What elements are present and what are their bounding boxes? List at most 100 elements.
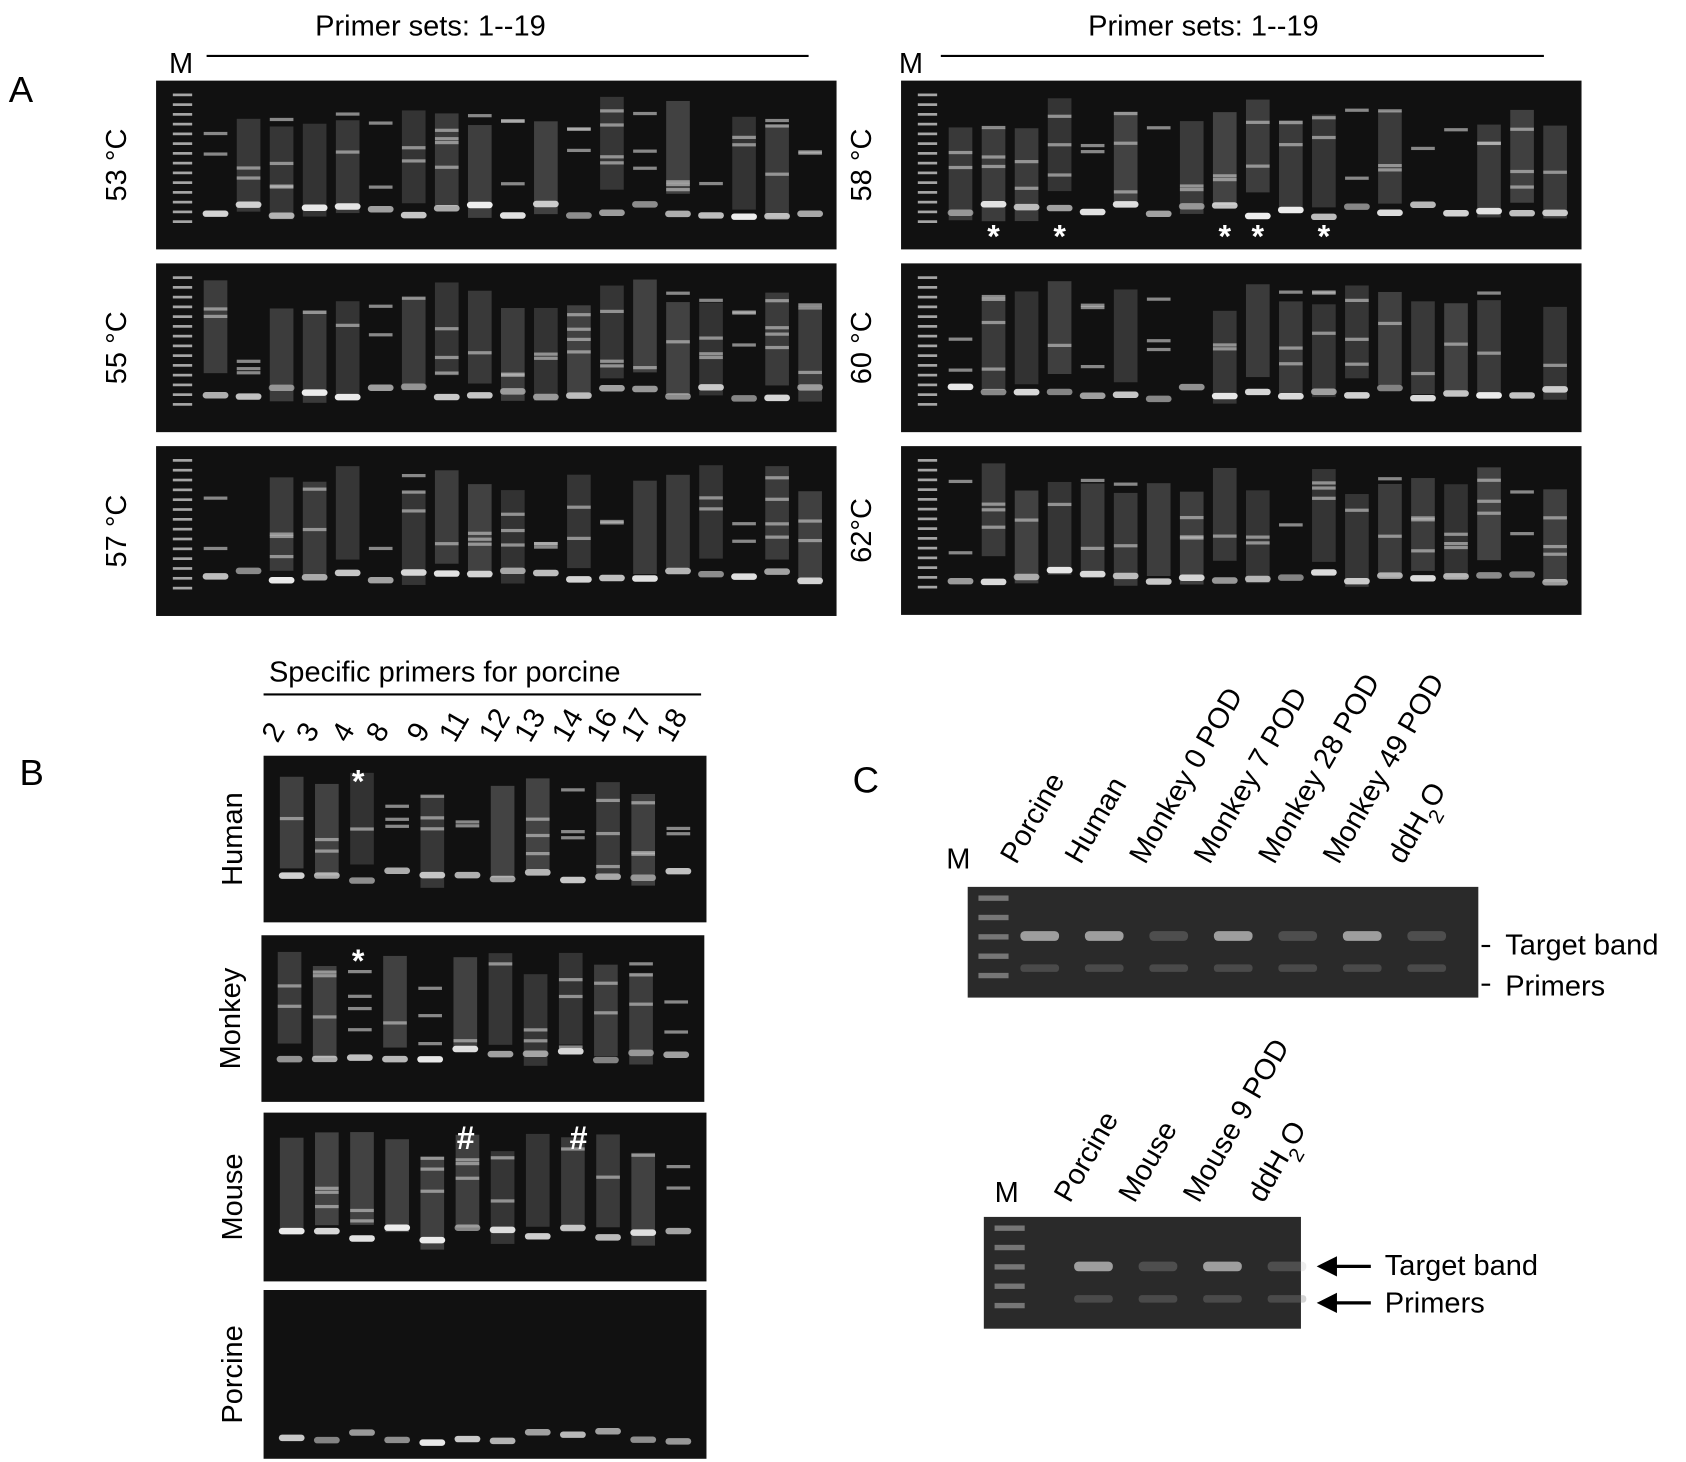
band — [400, 569, 427, 576]
ladder-band — [172, 286, 193, 289]
band — [1179, 515, 1204, 520]
band — [981, 155, 1006, 159]
band — [600, 359, 624, 363]
heading: Specific primers for porcine — [269, 657, 621, 689]
band — [666, 188, 690, 192]
ladder-band — [917, 537, 938, 540]
band — [948, 368, 973, 372]
band — [633, 366, 657, 370]
band — [1411, 549, 1435, 553]
ladder-band — [994, 1244, 1025, 1251]
band — [1014, 186, 1039, 190]
ladder-band — [917, 276, 938, 279]
band — [385, 804, 409, 808]
band — [382, 1055, 408, 1063]
ladder-band — [172, 508, 193, 511]
band — [1444, 532, 1468, 536]
band — [1542, 386, 1568, 393]
band — [1410, 575, 1436, 582]
heading: Primer sets: 1--19 — [1088, 10, 1319, 42]
band — [315, 1190, 339, 1194]
band — [1084, 931, 1124, 941]
band — [665, 867, 692, 875]
smear — [350, 1132, 374, 1225]
band — [454, 1224, 481, 1231]
panel-label: A — [9, 69, 34, 110]
band — [948, 337, 973, 341]
ladder-band — [917, 373, 938, 377]
band — [1345, 108, 1369, 112]
band — [664, 1030, 689, 1034]
band — [302, 310, 327, 315]
smear — [302, 310, 327, 403]
band — [567, 337, 591, 342]
band — [1245, 120, 1270, 124]
band — [1510, 169, 1534, 174]
band — [384, 867, 411, 874]
band — [567, 313, 591, 317]
ladder-band — [172, 537, 193, 541]
lane-label: 2 — [256, 717, 292, 747]
ladder-band — [172, 295, 193, 299]
band — [1443, 209, 1469, 217]
band — [1279, 120, 1303, 125]
band — [1509, 209, 1535, 217]
smear — [981, 297, 1006, 390]
ladder-band — [917, 364, 938, 367]
band — [1047, 502, 1072, 507]
band — [948, 150, 973, 155]
band — [1377, 384, 1403, 392]
band — [490, 1156, 515, 1160]
row-label: Mouse — [217, 1153, 249, 1240]
band — [454, 871, 481, 879]
smear — [732, 116, 756, 210]
ladder-band — [917, 325, 938, 328]
band — [665, 1438, 692, 1445]
smear — [798, 308, 822, 402]
band — [1443, 390, 1469, 397]
band — [948, 551, 973, 555]
ladder-band — [172, 498, 193, 502]
lane-label: 17 — [615, 703, 659, 747]
band — [629, 962, 653, 966]
band — [981, 502, 1006, 506]
band — [1178, 383, 1205, 391]
band — [1344, 203, 1370, 210]
legend-text: Target band — [1505, 930, 1658, 962]
ladder-band — [172, 132, 193, 136]
band — [1312, 496, 1336, 500]
band — [1211, 392, 1238, 400]
band — [666, 832, 691, 836]
band — [1138, 1261, 1178, 1272]
ladder-band — [917, 113, 938, 116]
ladder-band — [994, 1264, 1025, 1270]
lane-label: 13 — [509, 703, 553, 747]
band — [434, 165, 459, 169]
band — [1145, 395, 1172, 403]
band — [203, 152, 228, 156]
band — [368, 304, 393, 308]
band — [565, 392, 592, 399]
band — [1245, 541, 1270, 545]
band — [420, 1156, 445, 1160]
smear — [1080, 483, 1105, 577]
smear — [1378, 291, 1402, 385]
lane-label: ddH2O — [1242, 1116, 1321, 1212]
band — [466, 201, 493, 209]
band — [1074, 1261, 1113, 1272]
band — [434, 371, 459, 375]
band — [269, 534, 294, 539]
band — [1212, 343, 1237, 347]
band — [629, 1002, 653, 1006]
band — [633, 166, 657, 170]
smear — [600, 285, 624, 379]
ladder-band — [917, 191, 938, 194]
row-label: Porcine — [217, 1325, 249, 1423]
smear — [1014, 128, 1039, 222]
band — [981, 508, 1006, 512]
band — [499, 212, 526, 219]
smear — [534, 121, 558, 215]
band — [269, 117, 294, 122]
smear — [765, 292, 789, 386]
ladder-band — [917, 478, 938, 482]
